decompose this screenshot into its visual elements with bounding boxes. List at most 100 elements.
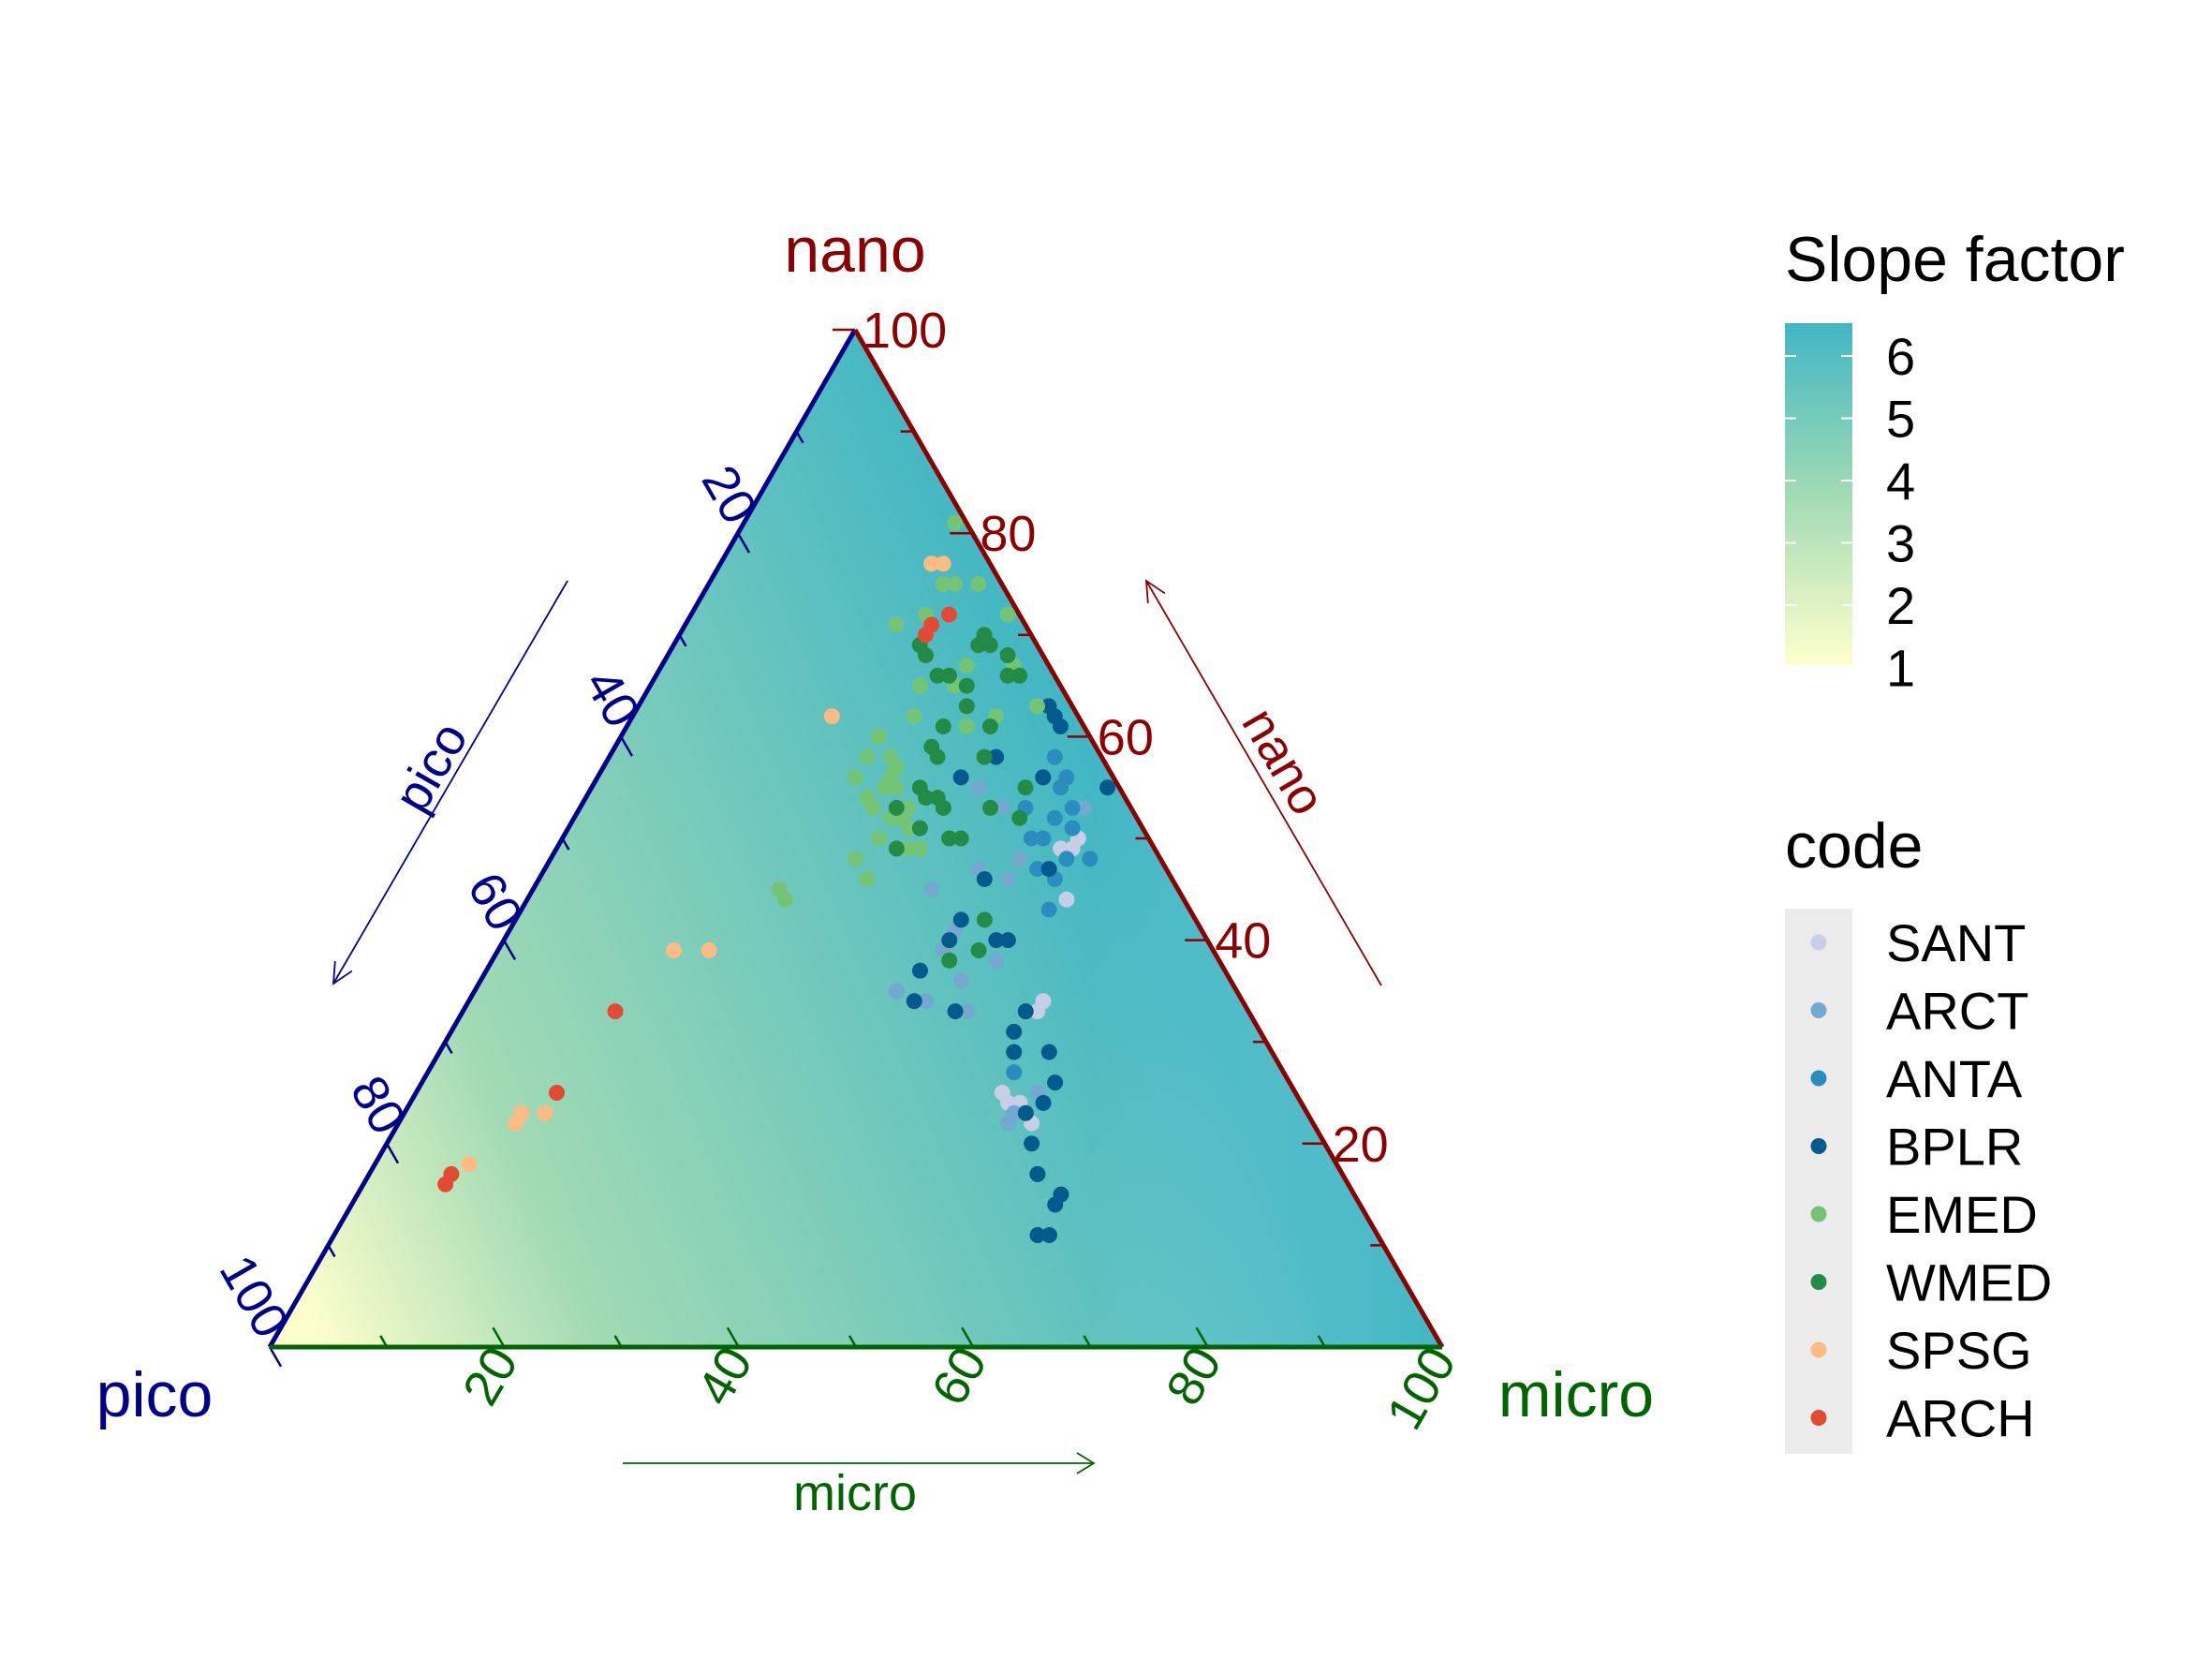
data-point [437,1176,454,1192]
data-point [917,647,934,664]
data-point [1035,769,1052,786]
data-point [994,1085,1010,1101]
data-point [1011,566,1028,583]
data-point [918,993,935,1010]
data-point [911,840,928,857]
data-point [952,769,969,786]
data-point [847,769,863,786]
legend-item-anta: ANTA [1810,1049,2023,1108]
data-point [1029,1227,1046,1244]
data-point [1017,779,1034,796]
legend-key [1810,1410,1827,1426]
data-point [994,799,1010,816]
data-point [1006,1023,1023,1040]
data-point [976,870,993,887]
data-point [970,941,987,958]
data-point [958,698,975,715]
data-point [999,647,1016,664]
data-point [859,748,876,765]
pico-tick [268,1346,283,1368]
data-point [988,932,1005,949]
data-point [1040,1227,1057,1244]
micro-tick-label: 100 [1376,1338,1467,1439]
data-point [1047,1196,1064,1213]
data-point [1011,667,1028,684]
data-point [981,718,998,735]
data-point [1029,1003,1046,1020]
code-legend-title: code [1785,810,1923,881]
pico-axis-line [267,328,858,1349]
data-point [1006,1064,1023,1081]
data-point [906,993,922,1010]
data-point [461,1156,478,1173]
legend-label: BPLR [1886,1118,2023,1177]
data-point [666,941,683,958]
data-point [871,830,888,847]
data-point [888,983,905,1000]
legend-item-spsg: SPSG [1810,1321,2032,1380]
legend-key [1810,1002,1827,1018]
nano-axis-line [852,328,1445,1349]
pico-arrow-label: pico [384,713,479,822]
data-point [959,1003,976,1020]
data-point [1046,748,1063,765]
legend-key [1810,1138,1827,1154]
data-point [958,677,975,694]
data-point [970,576,987,592]
data-point [906,708,922,725]
data-point [911,962,928,979]
legend-key [1810,1274,1827,1290]
micro-tick [961,1326,975,1348]
legend-item-sant: SANT [1810,913,2026,972]
data-point [1035,830,1052,847]
series-arch [437,606,957,1192]
colorbar-tick-label: 2 [1886,576,1915,635]
data-point [1058,891,1075,908]
nano-tick-label: 80 [980,506,1036,562]
data-point [1006,1044,1023,1060]
data-point [911,677,928,694]
code-legend-key-background [1785,909,1852,1454]
colorbar-tick-label: 4 [1886,452,1915,511]
data-point [823,708,840,725]
data-point [981,637,998,654]
nano-tick-label: 100 [863,303,947,359]
data-point [941,932,958,949]
data-point [1035,1094,1052,1111]
legend-item-emed: EMED [1810,1185,2038,1244]
data-point [1017,1003,1034,1020]
micro-tick [492,1326,506,1348]
data-point [1058,851,1075,867]
micro-tick [1195,1326,1209,1348]
data-point [988,748,1005,765]
data-point [1040,453,1057,470]
data-point [848,851,864,867]
colorbar-tick-label: 5 [1886,390,1915,449]
data-point [994,393,1010,409]
data-point [911,820,928,837]
data-point [929,667,946,684]
data-point [1011,851,1028,867]
legend-key [1810,1206,1827,1222]
colorbar-tick-label: 3 [1886,514,1915,573]
legend-label: SPSG [1886,1321,2032,1380]
data-point [952,972,969,989]
data-point [1040,1044,1057,1060]
data-point [1064,820,1081,837]
data-point [508,1115,524,1132]
data-point [1000,1115,1017,1132]
data-point [1029,1165,1046,1182]
data-point [999,606,1016,623]
colorbar-tick-label: 1 [1886,639,1915,698]
legend-item-arct: ARCT [1810,982,2028,1041]
data-point [917,627,934,644]
legend-key [1810,934,1827,951]
data-point [776,891,793,908]
data-point [947,576,964,592]
data-point [941,667,957,684]
data-point [958,718,975,735]
